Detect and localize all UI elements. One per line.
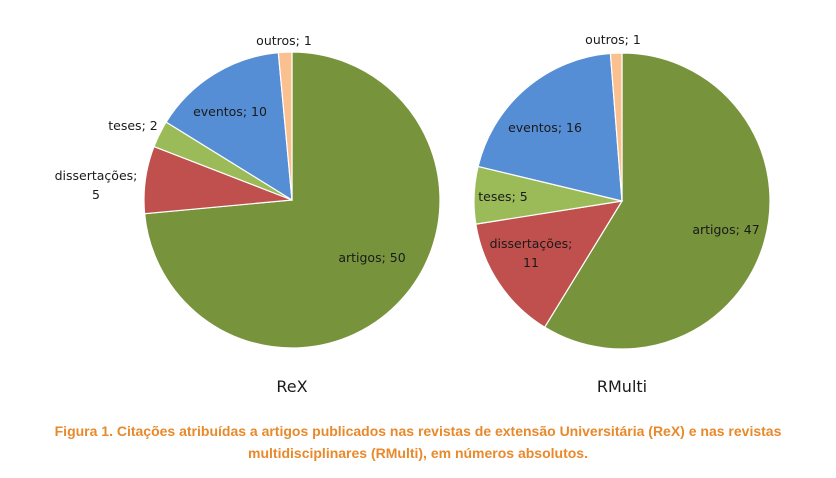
pie-charts: artigos; 50 dissertações; 5 teses; 2 eventos…	[55, 32, 771, 396]
pie-chart-2: artigos; 47 dissertações; 11 teses; 5 evento…	[473, 32, 771, 396]
pie-slice-1-5	[277, 51, 293, 201]
chart-title-1: ReX	[276, 377, 307, 396]
caption-line-2: multidisciplinares (RMulti), em números …	[248, 445, 588, 461]
slice-label-2-4: eventos; 16	[508, 120, 582, 135]
slice-label-2-1: artigos; 47	[692, 222, 759, 237]
slice-label-1-5: outros; 1	[256, 33, 312, 48]
pie-slice-2-2	[475, 200, 624, 329]
caption-line-1: Figura 1. Citações atribuídas a artigos …	[54, 423, 782, 439]
figure-caption: Figura 1. Citações atribuídas a artigos …	[0, 420, 836, 464]
slice-label-1-1: artigos; 50	[338, 250, 405, 265]
slice-label-2-3: teses; 5	[478, 189, 527, 204]
pie-slice-2-1	[543, 52, 771, 350]
pie-slice-2-5	[609, 52, 623, 202]
slice-label-2-5: outros; 1	[585, 32, 641, 47]
pie-slice-2-4	[477, 52, 623, 202]
slice-label-1-2: dissertações; 5	[55, 168, 138, 202]
slice-label-1-4: eventos; 10	[193, 104, 267, 119]
pie-slice-1-4	[165, 51, 293, 202]
slice-label-2-2: dissertações; 11	[490, 236, 573, 270]
pie-chart-1: artigos; 50 dissertações; 5 teses; 2 eventos…	[55, 33, 441, 396]
chart-title-2: RMulti	[597, 377, 647, 396]
slice-label-1-3: teses; 2	[108, 118, 157, 133]
